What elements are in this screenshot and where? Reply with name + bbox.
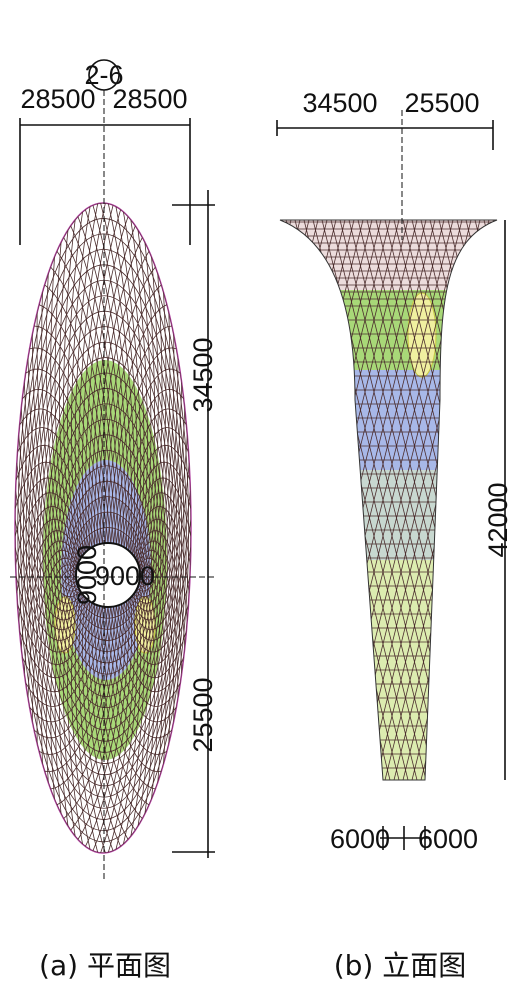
dim-text: 28500 [112, 84, 187, 114]
mesh-line [214, 220, 354, 780]
mesh-line [205, 220, 345, 780]
mesh-line [241, 220, 381, 780]
diagram: 2-6 28500 28500 34500 25500 9000 9000 (a… [0, 0, 511, 996]
dim-text: 25500 [404, 88, 479, 118]
mesh-line [232, 220, 372, 780]
mesh-line [214, 220, 354, 780]
dim-text: 25500 [188, 677, 218, 752]
dim-text: 42000 [483, 482, 511, 557]
mesh-line [223, 220, 363, 780]
dim-text: 28500 [20, 84, 95, 114]
dim-text: 34500 [302, 88, 377, 118]
mesh-line [205, 220, 345, 780]
caption: (b) 立面图 [334, 949, 467, 982]
caption: (a) 平面图 [39, 949, 171, 982]
dim-text: 34500 [188, 337, 218, 412]
dim-text: 6000 [330, 824, 390, 854]
dim-text: 9000 [95, 561, 155, 591]
dim-text: 6000 [418, 824, 478, 854]
mesh-line [223, 220, 363, 780]
plan-view: 2-6 28500 28500 34500 25500 9000 9000 (a… [10, 60, 218, 982]
